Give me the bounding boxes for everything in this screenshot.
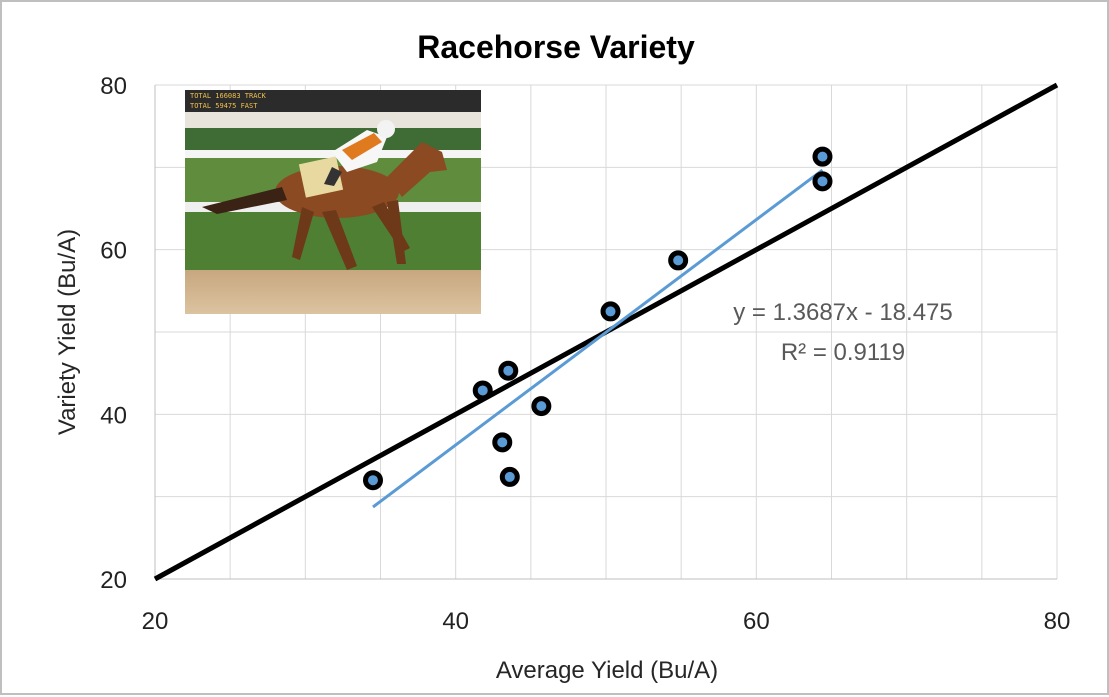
y-tick-label: 60 (100, 238, 127, 265)
y-axis-label: Variety Yield (Bu/A) (54, 229, 81, 435)
data-point (498, 360, 519, 381)
x-axis-label: Average Yield (Bu/A) (496, 657, 718, 684)
data-point (492, 432, 513, 453)
data-point (812, 146, 833, 167)
data-point (362, 470, 383, 491)
data-point (812, 171, 833, 192)
x-tick-label: 60 (743, 608, 770, 635)
plot-area (153, 82, 1059, 582)
y-tick-label: 20 (100, 567, 127, 594)
x-tick-label: 20 (142, 608, 169, 635)
data-point (499, 466, 520, 487)
data-point (668, 250, 689, 271)
racehorse-photo: TOTAL 166083 TRACK TOTAL 59475 FAST (185, 90, 481, 314)
x-tick-label: 40 (442, 608, 469, 635)
x-tick-label: 80 (1044, 608, 1071, 635)
trendline-equation: y = 1.3687x - 18.475 (733, 299, 953, 326)
y-tick-label: 80 (100, 73, 127, 100)
axes: 20 40 60 80 20 40 60 80 (100, 73, 1070, 635)
data-point (600, 301, 621, 322)
scoreboard-line1: TOTAL 166083 TRACK (190, 92, 267, 100)
r-squared-label: R² = 0.9119 (781, 339, 905, 366)
data-point (531, 396, 552, 417)
trendline (372, 168, 824, 509)
chart-title: Racehorse Variety (417, 29, 695, 65)
y-tick-label: 40 (100, 402, 127, 429)
data-point (472, 380, 493, 401)
scoreboard-line2: TOTAL 59475 FAST (190, 102, 258, 110)
scoreboard (185, 90, 481, 112)
